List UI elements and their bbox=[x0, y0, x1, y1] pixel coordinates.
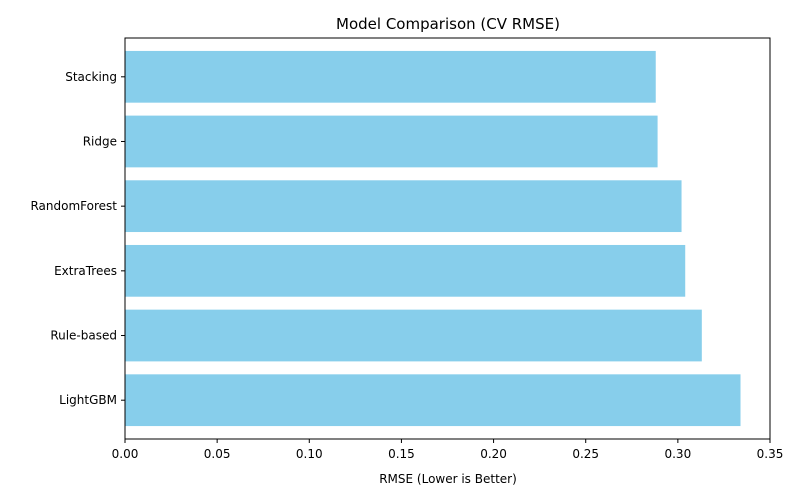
bar-ridge bbox=[125, 115, 658, 168]
bars-group bbox=[125, 50, 741, 427]
chart-title: Model Comparison (CV RMSE) bbox=[336, 15, 560, 33]
x-tick-label: 0.35 bbox=[757, 447, 784, 461]
plot-frame bbox=[124, 37, 771, 440]
bar-lightgbm bbox=[125, 374, 741, 427]
x-tick-label: 0.25 bbox=[572, 447, 599, 461]
bar-randomforest bbox=[125, 180, 682, 233]
bar-rule-based bbox=[125, 309, 702, 362]
y-axis-ticks: Stacking Ridge RandomForest ExtraTrees Rule-… bbox=[30, 70, 125, 407]
bar-extratrees bbox=[125, 244, 686, 297]
bar-stacking bbox=[125, 50, 656, 103]
y-tick-label: ExtraTrees bbox=[54, 264, 117, 278]
x-tick-label: 0.15 bbox=[388, 447, 415, 461]
y-tick-label: Rule-based bbox=[50, 329, 117, 343]
y-tick-label: RandomForest bbox=[30, 199, 117, 213]
y-tick-label: Ridge bbox=[83, 134, 117, 148]
x-tick-label: 0.30 bbox=[664, 447, 691, 461]
y-tick-label: Stacking bbox=[65, 70, 117, 84]
y-tick-label: LightGBM bbox=[59, 393, 117, 407]
x-tick-label: 0.10 bbox=[296, 447, 323, 461]
x-tick-label: 0.00 bbox=[112, 447, 139, 461]
x-tick-label: 0.05 bbox=[204, 447, 231, 461]
x-tick-label: 0.20 bbox=[480, 447, 507, 461]
x-axis-label: RMSE (Lower is Better) bbox=[379, 472, 517, 486]
x-axis-ticks: 0.00 0.05 0.10 0.15 0.20 0.25 0.30 0.35 bbox=[112, 439, 784, 461]
